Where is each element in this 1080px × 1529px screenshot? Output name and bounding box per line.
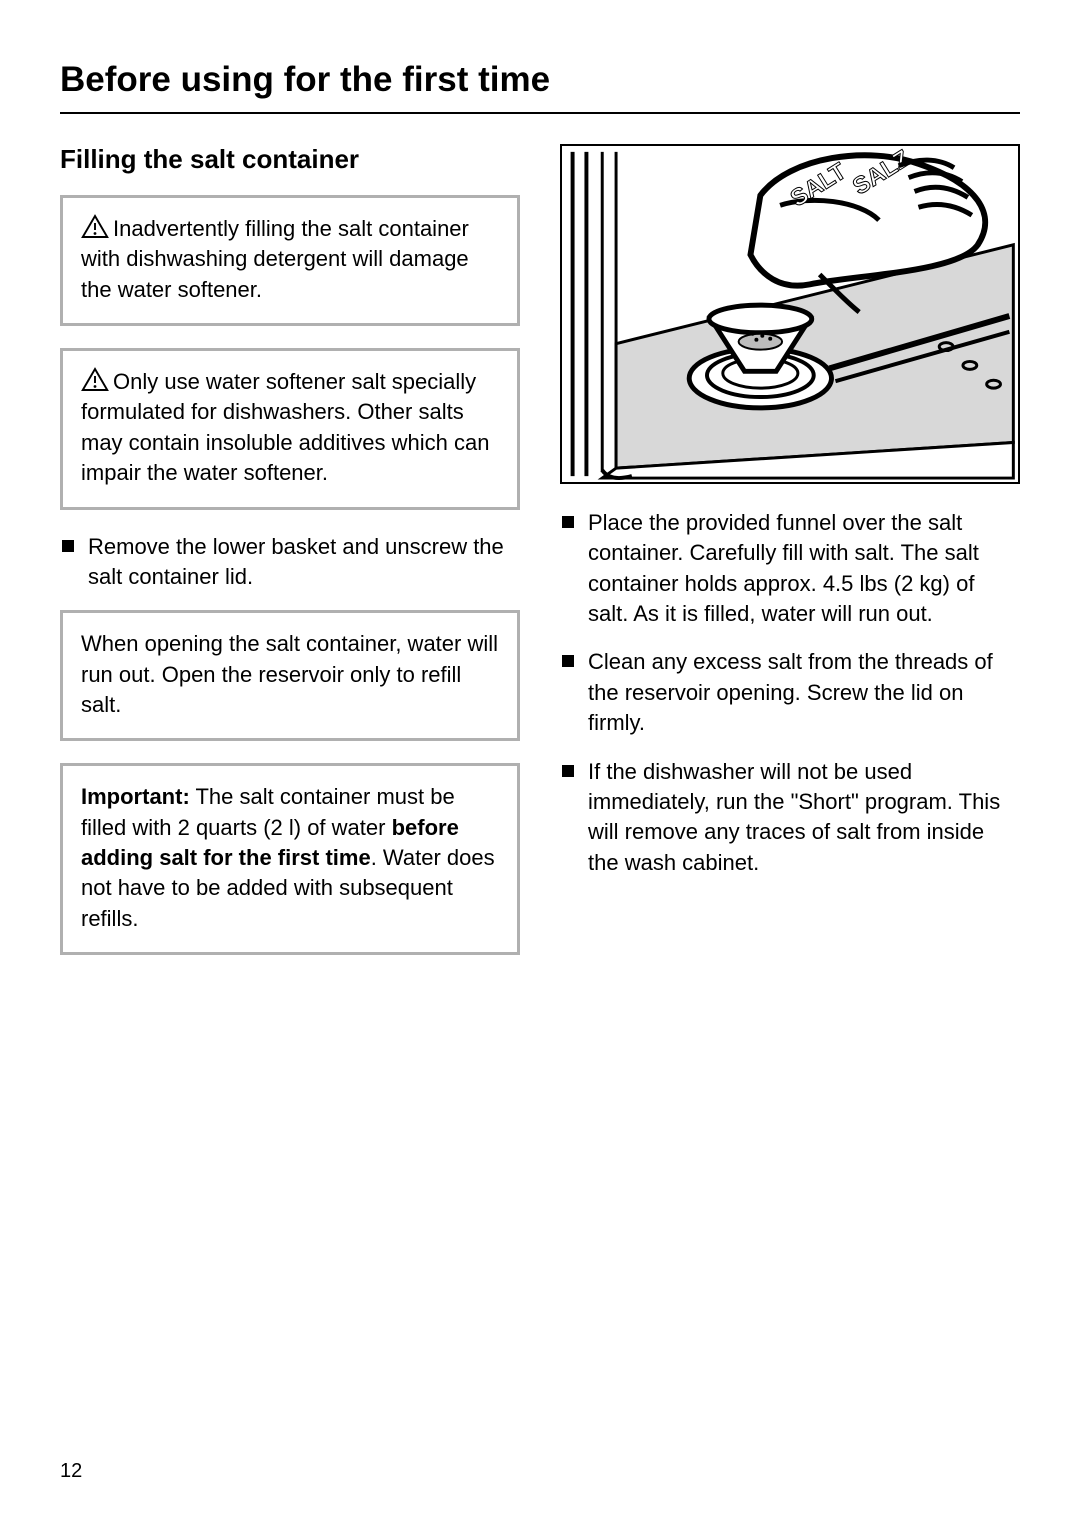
list-item: If the dishwasher will not be used immed… xyxy=(560,757,1020,878)
note-box-1: When opening the salt container, water w… xyxy=(60,610,520,741)
section-subtitle: Filling the salt container xyxy=(60,144,520,175)
left-bullet-list: Remove the lower basket and unscrew the … xyxy=(60,532,520,593)
salt-filling-illustration: SALT SALZ xyxy=(560,144,1020,484)
note-1-text: When opening the salt container, water w… xyxy=(81,631,498,717)
right-bullet-list: Place the provided funnel over the salt … xyxy=(560,508,1020,878)
warning-icon xyxy=(81,367,109,392)
content-columns: Filling the salt container Inadvertently… xyxy=(60,144,1020,977)
warning-box-2: Only use water softener salt specially f… xyxy=(60,348,520,509)
list-item: Clean any excess salt from the threads o… xyxy=(560,647,1020,738)
page-number: 12 xyxy=(60,1460,82,1483)
important-box: Important: The salt container must be fi… xyxy=(60,763,520,955)
list-item: Remove the lower basket and unscrew the … xyxy=(60,532,520,593)
title-rule xyxy=(60,112,1020,114)
page-title: Before using for the first time xyxy=(60,60,1020,100)
warning-2-text: Only use water softener salt specially f… xyxy=(81,369,489,485)
warning-1-text: Inadvertently filling the salt container… xyxy=(81,216,469,302)
warning-icon xyxy=(81,214,109,239)
warning-box-1: Inadvertently filling the salt container… xyxy=(60,195,520,326)
list-item: Place the provided funnel over the salt … xyxy=(560,508,1020,629)
important-text: Important: The salt container must be fi… xyxy=(81,784,495,930)
important-label: Important: xyxy=(81,784,190,809)
right-column: SALT SALZ Place the provided funnel over… xyxy=(560,144,1020,977)
left-column: Filling the salt container Inadvertently… xyxy=(60,144,520,977)
